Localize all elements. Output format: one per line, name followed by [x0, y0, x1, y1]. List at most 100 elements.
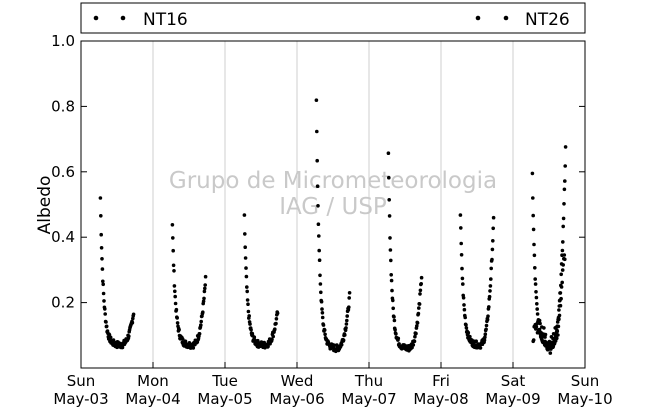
data-point	[388, 248, 393, 252]
data-point	[562, 202, 566, 206]
data-point	[555, 329, 560, 334]
data-point	[243, 245, 247, 249]
data-point	[245, 298, 250, 302]
data-point	[392, 318, 397, 323]
data-point	[556, 324, 561, 329]
data-point	[317, 234, 321, 238]
data-point	[416, 311, 421, 316]
x-axis: SunMay-03MonMay-04TueMay-05WedMay-06ThuM…	[53, 362, 613, 408]
data-point	[244, 266, 248, 270]
data-point	[490, 257, 494, 262]
data-point	[491, 215, 496, 220]
data-point	[273, 327, 277, 332]
data-point	[246, 302, 250, 307]
data-point	[245, 285, 249, 289]
x-tick-label-day: Mon	[137, 372, 169, 390]
data-point	[417, 306, 421, 310]
data-point	[177, 327, 181, 332]
data-point	[390, 288, 394, 293]
data-point	[388, 236, 392, 240]
data-point	[551, 332, 556, 336]
data-point	[191, 346, 196, 350]
watermark: Grupo de Micrometeorologia IAG / USP	[169, 168, 497, 220]
data-point	[418, 288, 423, 293]
x-tick-label-date: May-08	[413, 390, 468, 408]
data-point	[533, 282, 538, 286]
data-point	[201, 310, 205, 315]
data-point	[542, 326, 546, 330]
data-point	[484, 323, 489, 328]
data-point	[561, 263, 565, 267]
data-point	[548, 351, 553, 355]
data-point	[389, 258, 393, 263]
data-point	[247, 314, 251, 318]
data-point	[318, 282, 323, 286]
data-point	[490, 247, 495, 252]
data-point	[551, 336, 555, 341]
data-point	[459, 241, 464, 246]
legend-marker-nt26	[475, 15, 481, 21]
data-point	[558, 291, 563, 295]
data-point	[557, 313, 562, 318]
data-point	[249, 328, 253, 332]
data-point	[468, 334, 472, 339]
data-point	[248, 322, 252, 326]
data-point	[274, 321, 278, 326]
data-point	[563, 145, 568, 149]
data-point	[103, 312, 107, 316]
grid-lines	[152, 41, 514, 368]
data-points	[98, 98, 568, 355]
data-point	[347, 291, 352, 295]
data-point	[389, 278, 394, 283]
x-tick-label-day: Wed	[281, 372, 314, 390]
data-point	[391, 298, 395, 303]
data-point	[414, 331, 418, 336]
data-point	[387, 175, 391, 180]
legend-label-nt16: NT16	[143, 10, 188, 30]
data-point	[341, 338, 346, 343]
data-point	[99, 232, 103, 237]
data-point	[559, 272, 563, 277]
data-point	[560, 280, 564, 285]
data-point	[172, 284, 177, 288]
data-point	[99, 214, 103, 218]
data-point	[320, 315, 325, 320]
data-point	[462, 303, 466, 307]
data-point	[344, 326, 348, 330]
data-point	[175, 321, 180, 325]
data-point	[532, 242, 536, 247]
data-point	[103, 307, 107, 311]
data-point	[415, 324, 419, 328]
data-point	[561, 240, 565, 244]
data-point	[482, 338, 487, 342]
data-point	[255, 338, 260, 343]
data-point	[175, 316, 179, 320]
data-point	[180, 337, 185, 341]
data-point	[171, 236, 175, 240]
data-point	[561, 216, 566, 221]
data-point	[531, 338, 536, 342]
data-point	[201, 299, 206, 304]
data-point	[246, 309, 251, 314]
data-point	[316, 204, 320, 208]
data-point	[563, 179, 567, 183]
data-point	[199, 319, 203, 324]
data-point	[171, 263, 176, 268]
legend-marker-nt16	[120, 15, 126, 21]
data-point	[556, 333, 560, 337]
data-point	[131, 312, 136, 317]
x-tick-label-date: May-03	[53, 390, 108, 408]
data-point	[315, 129, 319, 134]
data-point	[535, 302, 539, 306]
x-tick-label-day: Thu	[354, 372, 383, 390]
y-tick-label: 0.8	[51, 97, 75, 115]
data-point	[102, 299, 106, 303]
data-point	[487, 305, 491, 309]
y-tick-label: 1.0	[51, 32, 75, 50]
y-tick-label: 0.6	[51, 163, 75, 181]
data-point	[491, 226, 496, 231]
data-point	[563, 164, 567, 168]
data-point	[531, 213, 535, 218]
data-point	[183, 339, 188, 344]
data-point	[415, 321, 420, 325]
